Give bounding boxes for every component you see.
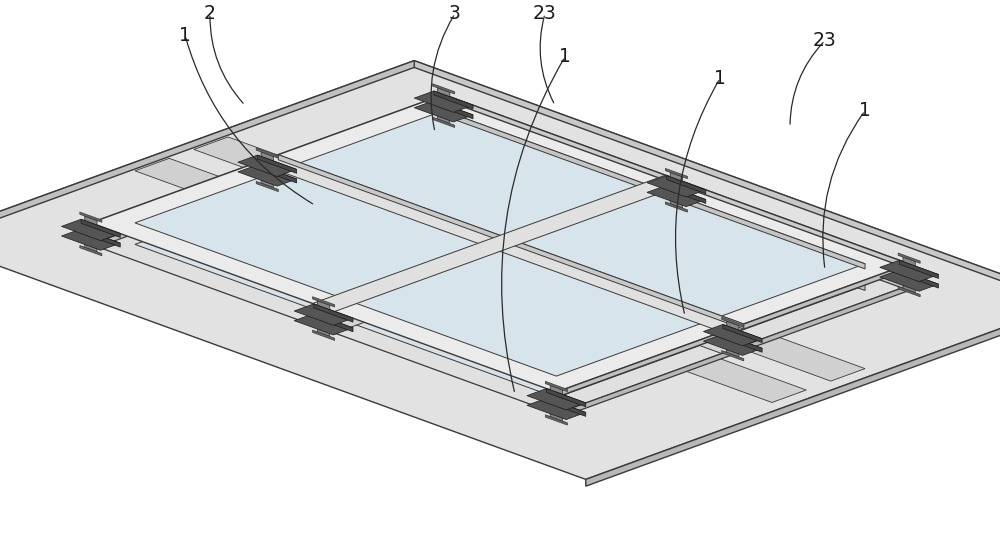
Polygon shape	[880, 270, 939, 291]
Polygon shape	[256, 154, 744, 332]
Polygon shape	[703, 325, 762, 346]
Polygon shape	[256, 148, 278, 158]
Polygon shape	[665, 168, 687, 179]
Text: 1: 1	[559, 47, 571, 66]
Text: 23: 23	[533, 4, 557, 23]
Polygon shape	[723, 325, 762, 342]
Polygon shape	[545, 381, 567, 391]
Polygon shape	[527, 389, 586, 410]
Polygon shape	[256, 176, 744, 354]
Polygon shape	[898, 253, 920, 264]
Polygon shape	[81, 229, 120, 247]
Polygon shape	[91, 116, 909, 414]
Polygon shape	[85, 216, 97, 252]
Text: 3: 3	[449, 4, 461, 23]
Polygon shape	[899, 260, 939, 279]
Polygon shape	[257, 165, 297, 183]
Text: 23: 23	[813, 31, 837, 50]
Polygon shape	[80, 212, 102, 222]
Polygon shape	[0, 60, 414, 246]
Polygon shape	[414, 91, 473, 112]
Polygon shape	[314, 314, 353, 332]
Polygon shape	[91, 116, 444, 249]
Polygon shape	[433, 84, 455, 94]
Polygon shape	[898, 287, 920, 297]
Polygon shape	[414, 100, 473, 122]
Polygon shape	[313, 330, 335, 340]
Polygon shape	[550, 386, 562, 421]
Polygon shape	[647, 185, 706, 207]
Polygon shape	[314, 304, 353, 322]
Polygon shape	[434, 91, 473, 109]
Text: 2: 2	[204, 4, 216, 23]
Polygon shape	[545, 415, 567, 425]
Polygon shape	[438, 88, 450, 124]
Polygon shape	[547, 389, 586, 407]
Polygon shape	[414, 60, 1000, 308]
Polygon shape	[261, 152, 273, 187]
Polygon shape	[81, 219, 120, 238]
Polygon shape	[444, 132, 865, 291]
Polygon shape	[586, 301, 1000, 486]
Polygon shape	[723, 334, 762, 352]
Polygon shape	[294, 314, 353, 335]
Polygon shape	[899, 270, 939, 288]
Polygon shape	[647, 176, 706, 197]
Polygon shape	[317, 301, 330, 336]
Polygon shape	[880, 260, 939, 282]
Polygon shape	[444, 116, 909, 291]
Polygon shape	[727, 321, 739, 357]
Polygon shape	[135, 132, 865, 397]
Polygon shape	[135, 158, 806, 402]
Polygon shape	[667, 185, 706, 204]
Polygon shape	[313, 296, 335, 307]
Polygon shape	[433, 117, 455, 127]
Polygon shape	[313, 197, 687, 333]
Polygon shape	[278, 176, 744, 350]
Polygon shape	[903, 257, 915, 293]
Text: 1: 1	[179, 25, 191, 45]
Polygon shape	[434, 100, 473, 119]
Polygon shape	[722, 350, 744, 361]
Polygon shape	[670, 172, 683, 208]
Polygon shape	[444, 111, 865, 269]
Polygon shape	[313, 175, 687, 312]
Polygon shape	[256, 181, 278, 192]
Polygon shape	[556, 285, 909, 419]
Polygon shape	[61, 229, 120, 250]
Polygon shape	[722, 317, 744, 327]
Polygon shape	[665, 202, 687, 212]
Polygon shape	[257, 155, 297, 173]
Polygon shape	[238, 155, 297, 177]
Polygon shape	[91, 94, 444, 228]
Polygon shape	[294, 304, 353, 325]
Polygon shape	[444, 94, 909, 269]
Polygon shape	[61, 219, 120, 241]
Polygon shape	[556, 264, 909, 397]
Text: 1: 1	[859, 101, 871, 120]
Polygon shape	[278, 154, 744, 329]
Polygon shape	[703, 334, 762, 355]
Polygon shape	[667, 176, 706, 194]
Polygon shape	[527, 398, 586, 420]
Polygon shape	[238, 165, 297, 186]
Polygon shape	[135, 111, 865, 376]
Polygon shape	[0, 60, 1000, 480]
Text: 1: 1	[714, 69, 726, 88]
Polygon shape	[547, 398, 586, 416]
Polygon shape	[91, 94, 909, 392]
Polygon shape	[194, 137, 865, 381]
Polygon shape	[80, 246, 102, 256]
